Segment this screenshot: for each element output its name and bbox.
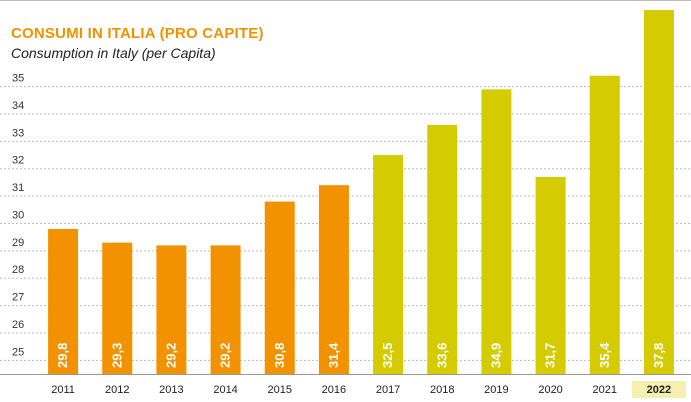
bars: 29,8 29,3 29,2 29,2 30,8 31,4 32,5 33,6 34,9 31,7… — [48, 10, 674, 375]
bar — [427, 124, 458, 375]
chart-title: CONSUMI IN ITALIA (PRO CAPITE) — [11, 25, 268, 42]
x-tick-label: 2020 — [538, 384, 562, 396]
x-tick-label: 2019 — [484, 384, 508, 396]
bar — [481, 89, 512, 375]
bar — [264, 201, 295, 374]
x-tick-label: 2011 — [51, 384, 75, 396]
bar-value-label: 30,8 — [272, 343, 287, 368]
y-tick-label: 35 — [12, 73, 24, 85]
bar-value-label: 31,4 — [326, 342, 341, 368]
x-tick-label: 2014 — [213, 384, 237, 396]
y-tick-label: 25 — [12, 346, 24, 358]
x-tick-highlight — [631, 381, 686, 398]
y-tick-label: 30 — [12, 209, 24, 221]
x-axis: 2011 2012 2013 2014 2015 2016 2017 2018 2019 2020… — [51, 381, 686, 398]
y-tick-label: 26 — [12, 319, 24, 331]
x-tick-label: 2022 — [647, 384, 671, 396]
bar — [535, 176, 566, 374]
y-tick-label: 29 — [12, 237, 24, 249]
chart-subtitle: Consumption in Italy (per Capita) — [11, 45, 220, 61]
y-tick-label: 34 — [12, 100, 24, 112]
bar — [643, 10, 674, 374]
bar — [102, 242, 133, 374]
x-tick-label: 2015 — [268, 384, 292, 396]
x-tick-label: 2012 — [105, 384, 129, 396]
bar-value-label: 29,8 — [55, 343, 70, 368]
y-tick-label: 28 — [12, 264, 24, 276]
bar-value-label: 31,7 — [543, 343, 558, 368]
x-tick-label: 2021 — [593, 384, 617, 396]
x-tick-label: 2017 — [376, 384, 400, 396]
bar — [318, 185, 349, 374]
bar-value-label: 37,8 — [651, 343, 666, 368]
bar — [48, 228, 79, 374]
bar — [589, 75, 620, 375]
bar — [156, 245, 187, 374]
x-tick-label: 2016 — [322, 384, 346, 396]
bar-value-label: 29,3 — [109, 343, 124, 368]
x-tick-label: 2018 — [430, 384, 454, 396]
y-tick-label: 31 — [12, 182, 24, 194]
bar-value-label: 29,2 — [163, 343, 178, 368]
bar-value-label: 32,5 — [380, 343, 395, 368]
y-tick-label: 32 — [12, 155, 24, 167]
bar-value-label: 29,2 — [218, 343, 233, 368]
bar-value-label: 35,4 — [597, 342, 612, 368]
bar — [210, 245, 241, 374]
y-tick-label: 27 — [12, 292, 24, 304]
bar-value-label: 34,9 — [488, 343, 503, 368]
bar — [373, 155, 404, 374]
bar-value-label: 33,6 — [434, 343, 449, 368]
y-tick-label: 33 — [12, 127, 24, 139]
x-tick-label: 2013 — [159, 384, 183, 396]
